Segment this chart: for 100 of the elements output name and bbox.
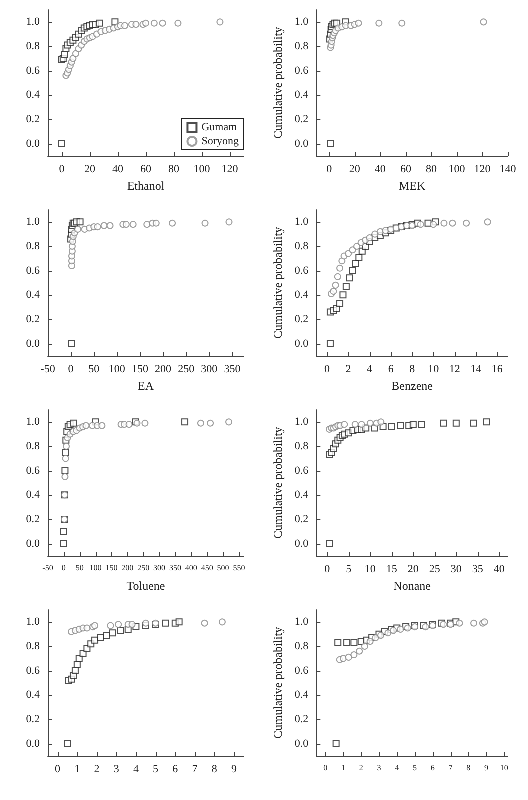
x-tick-label: 5 xyxy=(153,764,160,776)
y-tick-label: 0.0 xyxy=(294,538,310,550)
x-tick-label: 300 xyxy=(154,564,166,572)
x-tick-label: 0 xyxy=(59,164,66,176)
y-tick-label: 0.0 xyxy=(294,338,310,350)
y-tick-label: 0.8 xyxy=(26,640,40,652)
y-tick-label: 0.6 xyxy=(294,664,310,677)
x-tick-label: 4 xyxy=(133,764,140,776)
x-axis-title: Benzene xyxy=(392,379,433,393)
y-tick-label: 0.6 xyxy=(26,664,40,677)
y-tick-label: 0.8 xyxy=(26,40,40,52)
x-tick-label: 120 xyxy=(222,164,239,176)
x-tick-label: 50 xyxy=(88,364,100,376)
y-tick-label: 0.0 xyxy=(26,538,40,550)
y-tick-label: 0.6 xyxy=(294,264,310,277)
x-tick-label: 30 xyxy=(450,564,462,576)
x-tick-label: 20 xyxy=(408,564,420,576)
x-tick-label: 12 xyxy=(449,364,460,376)
x-tick-label: 5 xyxy=(346,564,352,576)
y-tick-label: 1.0 xyxy=(26,616,40,628)
x-tick-label: 120 xyxy=(474,164,492,176)
x-tick-label: 0 xyxy=(324,564,331,576)
y-tick-label: 1.0 xyxy=(26,16,40,28)
x-tick-label: 100 xyxy=(90,564,102,572)
x-tick-label: 20 xyxy=(349,164,361,176)
x-tick-label: 200 xyxy=(122,564,134,572)
y-tick-label: 0.4 xyxy=(26,489,40,502)
x-tick-label: 60 xyxy=(140,164,152,176)
x-tick-label: 0 xyxy=(55,764,62,776)
x-tick-label: 0 xyxy=(324,764,328,772)
x-tick-label: 14 xyxy=(470,364,482,376)
x-tick-label: 100 xyxy=(194,164,211,176)
y-tick-label: 0.2 xyxy=(294,714,309,726)
x-tick-label: 50 xyxy=(76,564,84,572)
y-tick-label: 0.2 xyxy=(294,514,309,526)
x-tick-label: 250 xyxy=(178,364,196,376)
y-tick-label: 1.0 xyxy=(294,616,310,628)
x-tick-label: 8 xyxy=(212,764,218,776)
y-tick-label: 0.8 xyxy=(294,440,310,452)
x-tick-label: 6 xyxy=(172,764,179,776)
x-tick-label: -50 xyxy=(40,364,56,376)
x-tick-label: 9 xyxy=(484,764,489,772)
x-tick-label: 35 xyxy=(472,564,484,576)
x-tick-label: 80 xyxy=(426,164,438,176)
y-axis-title: Cumulative probability xyxy=(271,27,285,139)
y-tick-label: 1.0 xyxy=(26,216,40,228)
y-tick-label: 0.8 xyxy=(26,240,40,252)
y-tick-label: 0.2 xyxy=(294,114,309,126)
y-tick-label: 1.0 xyxy=(26,416,40,428)
x-tick-label: 450 xyxy=(201,564,214,572)
y-tick-label: 0.8 xyxy=(26,440,40,452)
y-tick-label: 0.4 xyxy=(294,489,310,502)
x-axis-title: Toluene xyxy=(126,579,166,593)
y-axis-title: Cumulative probability xyxy=(271,227,285,339)
x-tick-label: 200 xyxy=(155,364,172,376)
x-tick-label: 7 xyxy=(192,764,198,776)
x-tick-label: 150 xyxy=(106,564,118,572)
y-axis-title: Cumulative probability xyxy=(271,427,285,539)
x-tick-label: 150 xyxy=(132,364,149,376)
y-tick-label: 0.4 xyxy=(294,289,310,302)
y-axis-title: Cumulative probability xyxy=(271,627,285,739)
y-tick-label: 1.0 xyxy=(294,16,310,28)
x-tick-label: 8 xyxy=(410,364,416,376)
y-tick-label: 0.2 xyxy=(294,314,309,326)
x-tick-label: 550 xyxy=(233,564,246,572)
x-tick-label: 4 xyxy=(395,764,400,772)
x-tick-label: 40 xyxy=(374,164,386,176)
x-tick-label: 1 xyxy=(341,764,346,772)
x-tick-label: 25 xyxy=(429,564,441,576)
x-axis-title: Nonane xyxy=(394,579,431,593)
y-tick-label: 0.4 xyxy=(294,689,310,702)
x-tick-label: 100 xyxy=(108,364,126,376)
y-tick-label: 0.8 xyxy=(294,640,310,652)
x-tick-label: 9 xyxy=(231,764,238,776)
legend-label: Gumam xyxy=(202,122,238,134)
y-tick-label: 1.0 xyxy=(294,416,310,428)
x-tick-label: 0 xyxy=(62,564,66,572)
x-tick-label: 500 xyxy=(217,564,230,572)
y-tick-label: 0.4 xyxy=(294,89,310,102)
x-tick-label: 6 xyxy=(430,764,435,772)
x-tick-label: 400 xyxy=(185,564,198,572)
x-tick-label: 300 xyxy=(201,364,218,376)
x-tick-label: 0 xyxy=(326,164,333,176)
y-tick-label: 0.0 xyxy=(294,738,310,750)
y-tick-label: 0.6 xyxy=(294,464,310,477)
x-axis-title: MEK xyxy=(398,179,426,193)
x-tick-label: 1 xyxy=(74,764,80,776)
x-tick-label: 100 xyxy=(448,164,466,176)
x-tick-label: 350 xyxy=(224,364,242,376)
y-tick-label: 0.0 xyxy=(26,338,40,350)
x-tick-label: 40 xyxy=(112,164,124,176)
x-tick-label: 15 xyxy=(386,564,398,576)
x-tick-label: 250 xyxy=(138,564,150,572)
x-tick-label: 20 xyxy=(84,164,96,176)
x-tick-label: 140 xyxy=(500,164,517,176)
y-tick-label: 0.6 xyxy=(26,264,40,277)
x-tick-label: 10 xyxy=(500,764,508,772)
x-tick-label: 0 xyxy=(324,364,331,376)
x-tick-label: 7 xyxy=(448,764,453,772)
y-tick-label: 0.6 xyxy=(294,64,310,77)
